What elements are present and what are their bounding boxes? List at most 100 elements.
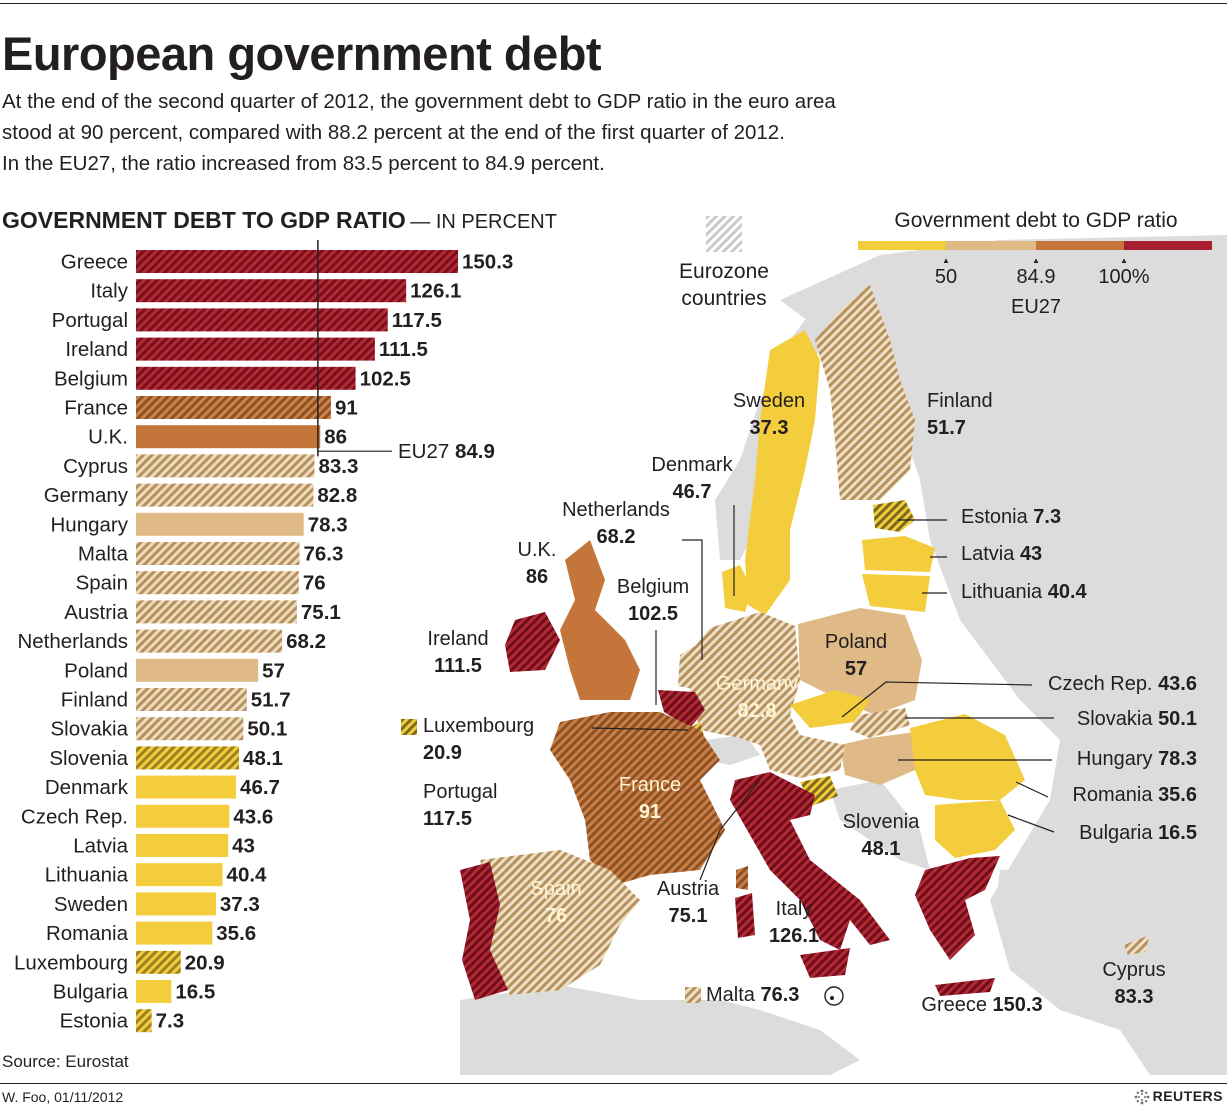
subtitle-line-3: In the EU27, the ratio increased from 83… [2, 152, 605, 175]
top-rule [0, 3, 1227, 4]
bar [136, 804, 230, 828]
bar-value-label: 16.5 [175, 981, 215, 1004]
bar [136, 279, 407, 303]
bar [136, 396, 331, 419]
map-germany [690, 612, 800, 745]
map-label-name: Poland [824, 631, 888, 653]
map-label-estonia: Estonia 7.3 [961, 504, 1061, 531]
map-sweden [745, 330, 820, 615]
map-label-value: 20.9 [423, 742, 462, 764]
bar [136, 892, 216, 916]
map-label-greece: Greece 150.3 [921, 992, 1042, 1019]
map-label-name: Italy [775, 898, 813, 920]
map-label-name: Lithuania [961, 581, 1043, 603]
map-label-value: 35.6 [1158, 784, 1197, 806]
bar [136, 1009, 152, 1033]
reuters-logo-icon [1134, 1089, 1149, 1105]
bar-category-label: Portugal [52, 309, 128, 332]
map-label-value: 117.5 [423, 808, 472, 830]
map-label-name: Greece [921, 994, 987, 1016]
map-label-value: 86 [525, 566, 549, 588]
map-label-romania: Romania 35.6 [1072, 782, 1197, 809]
map-bulgaria [935, 800, 1015, 858]
bar-category-label: Spain [76, 572, 128, 595]
bar-value-label: 35.6 [216, 922, 256, 945]
bar-value-label: 20.9 [185, 951, 225, 974]
map-label-cyprus: Cyprus 83.3 [1102, 957, 1165, 1011]
bar [136, 688, 247, 711]
map-label-hungary: Hungary 78.3 [1077, 746, 1197, 773]
bar-value-label: 86 [324, 426, 347, 449]
land-balkans [830, 780, 930, 870]
map-label-austria: Austria 75.1 [657, 876, 719, 930]
map-uk [560, 540, 640, 700]
bar-value-label: 48.1 [243, 747, 283, 770]
map-label-malta: Malta 76.3 [706, 982, 799, 1009]
map-label-value: 43.6 [1158, 673, 1197, 695]
bar-category-label: Austria [64, 601, 128, 624]
bar-category-label: Greece [61, 251, 128, 274]
bar-chart: Greece 150.3 Italy 126.1 Portugal 117.5 Irelan… [14, 240, 513, 1033]
legend-segment-low [858, 241, 946, 250]
map-label-germany: Germany 82.8 [716, 671, 798, 725]
map-finland [815, 285, 915, 500]
bar-value-label: 102.5 [360, 367, 411, 390]
map-label-name: Bulgaria [1079, 822, 1153, 844]
chart-title-suffix: — IN PERCENT [410, 211, 557, 233]
map-label-finland: Finland 51.7 [927, 388, 993, 442]
bar-category-label: Cyprus [63, 455, 128, 478]
map-label-value: 43 [1019, 543, 1043, 565]
reuters-logo: REUTERS [1134, 1088, 1223, 1105]
map-label-poland: Poland 57 [825, 629, 887, 683]
map-estonia [873, 500, 915, 532]
map-austria [760, 735, 845, 778]
bar-value-label: 82.8 [317, 484, 357, 507]
bar [136, 337, 375, 361]
bar-category-label: Estonia [60, 1010, 129, 1033]
source-note: Source: Eurostat [2, 1052, 129, 1071]
map-czech [790, 690, 870, 728]
bar-category-label: Italy [90, 280, 128, 303]
bar-category-label: Finland [61, 689, 128, 712]
map-label-name: Romania [1072, 784, 1153, 806]
bar-category-label: Belgium [54, 367, 128, 390]
map-label-sweden: Sweden 37.3 [733, 388, 805, 442]
legend-segment-mid [946, 241, 1036, 250]
eurozone-label-line-2: countries [681, 287, 767, 310]
map-label-value: 57 [844, 658, 868, 680]
legend-segment-high [1036, 241, 1124, 250]
bar-value-label: 126.1 [410, 280, 461, 303]
map-label-name: Germany [715, 673, 799, 695]
map-france [550, 712, 725, 885]
bar [136, 629, 283, 653]
bar-category-label: Poland [64, 659, 128, 682]
bar-value-label: 76 [303, 572, 326, 595]
map-label-italy: Italy 126.1 [769, 896, 819, 950]
map-label-lithuania: Lithuania 40.4 [961, 579, 1087, 606]
luxembourg-hatch-icon [401, 719, 417, 735]
subtitle-line-1: At the end of the second quarter of 2012… [2, 90, 836, 113]
malta-hatch-icon [685, 987, 701, 1003]
bar-category-label: France [64, 397, 128, 420]
map-label-name: Ireland [427, 628, 489, 650]
bar-value-label: 7.3 [156, 1010, 185, 1033]
map-label-name: Spain [530, 878, 582, 900]
map-label-slovenia: Slovenia 48.1 [843, 809, 920, 863]
map-label-portugal: Portugal 117.5 [423, 779, 498, 833]
legend-threshold-50: 50 [934, 266, 958, 288]
map-label-name: Estonia [961, 506, 1028, 528]
map-label-value: 46.7 [672, 481, 712, 503]
map-label-value: 40.4 [1047, 581, 1087, 603]
land-switzerland [705, 735, 760, 765]
eu27-reference-label: EU27 84.9 [398, 440, 495, 463]
map-label-value: 126.1 [768, 925, 820, 947]
map-label-name: Netherlands [562, 499, 670, 521]
map-label-denmark: Denmark 46.7 [651, 452, 732, 506]
legend-eu27-label: EU27 [1010, 296, 1062, 318]
map-label-name: Czech Rep. [1048, 673, 1153, 695]
eurozone-legend-label: Eurozone countries [679, 258, 769, 312]
map-label-value: 91 [638, 801, 662, 823]
map-label-name: Austria [656, 878, 720, 900]
bar-category-label: Malta [78, 543, 129, 566]
map-label-value: 111.5 [434, 655, 482, 677]
